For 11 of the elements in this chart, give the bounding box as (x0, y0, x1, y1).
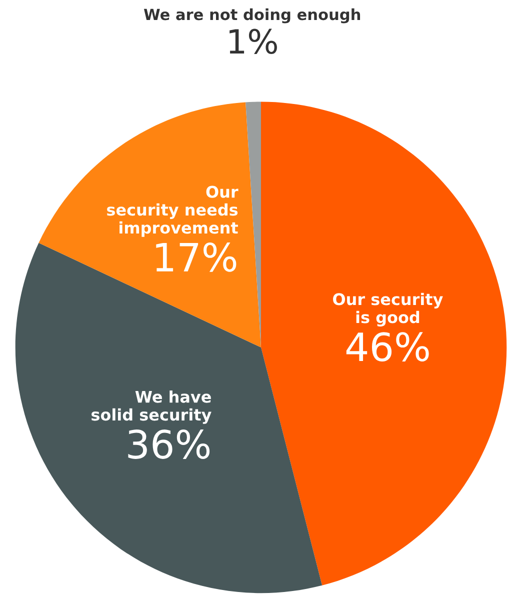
pie-slice (38, 102, 261, 348)
data-label: 36% (128, 430, 210, 459)
data-label: 1% (230, 28, 277, 54)
pie-slice (261, 102, 507, 586)
data-label: 46% (346, 332, 429, 362)
slice-label: Our security needs improvement (107, 186, 238, 237)
slice-label: We are not doing enough (144, 8, 360, 24)
data-label: 17% (156, 242, 236, 272)
slice-label: Our security is good (333, 292, 443, 326)
pie-slice (15, 242, 322, 594)
slice-label: We have solid security (92, 390, 212, 424)
